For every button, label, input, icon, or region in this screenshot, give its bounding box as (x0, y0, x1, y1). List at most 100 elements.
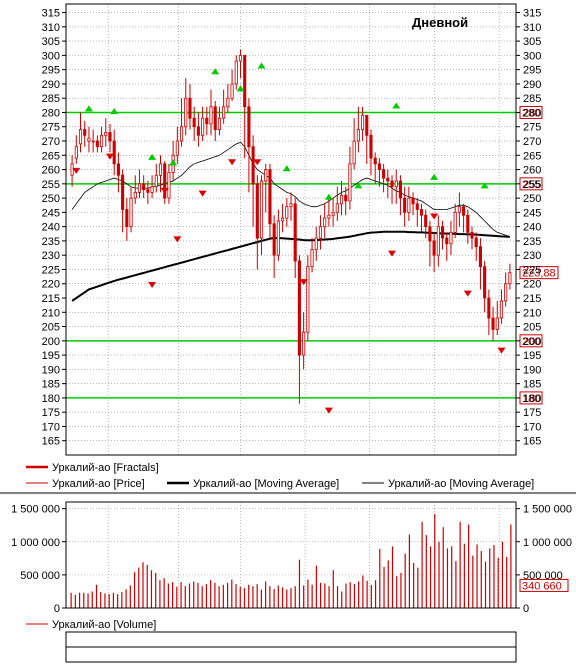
fractal-down-marker (324, 407, 333, 414)
legend-ma-long-label: Уркалий-ао [Moving Average] (193, 478, 339, 490)
candle-body (247, 106, 251, 148)
price-tick-label-right: 170 (523, 421, 541, 433)
candle-body (403, 197, 407, 213)
candle-body (436, 226, 440, 256)
fractal-down-marker (173, 236, 182, 243)
candle-body (331, 211, 335, 216)
candle-body (508, 272, 512, 285)
moving-average-layer (71, 141, 511, 302)
candle-body (243, 54, 247, 108)
volume-tick-label-right: 500 000 (523, 570, 563, 582)
candle-body (217, 117, 221, 130)
candle-body (276, 220, 280, 256)
fractal-up-marker (480, 182, 489, 189)
candle-body (158, 163, 163, 176)
volume-tick-label-right: 0 (523, 603, 529, 615)
candle-body (70, 163, 74, 176)
price-tick-label-left: 250 (42, 193, 60, 205)
legend-volume-panel: Уркалий-ао [Volume] (26, 619, 156, 631)
candle-body (129, 197, 133, 228)
candle-body (74, 146, 78, 159)
price-tick-label-right: 220 (523, 279, 541, 291)
price-tick-label-left: 205 (42, 322, 60, 334)
price-tick-label-right: 265 (523, 150, 541, 162)
candle-body (302, 331, 306, 356)
price-tick-label-right: 290 (523, 79, 541, 91)
fractal-down-marker (198, 190, 207, 197)
price-tick-label-right: 260 (523, 165, 541, 177)
candle-body (179, 126, 184, 142)
candle-body (167, 172, 171, 199)
fractal-down-marker (430, 213, 439, 220)
price-tick-label-left: 175 (42, 407, 60, 419)
volume-tick-label-right: 1 000 000 (523, 537, 572, 549)
price-tick-label-right: 200 (523, 336, 541, 348)
candle-body (251, 146, 255, 185)
candle-body (491, 317, 495, 330)
candle-body (91, 140, 95, 143)
candle-body (466, 214, 470, 233)
candle-body (163, 163, 167, 199)
volume-tick-label-left: 1 500 000 (11, 504, 60, 516)
price-tick-label-left: 260 (42, 165, 60, 177)
candle-body (78, 129, 83, 145)
candle-body (470, 231, 474, 239)
price-tick-label-right: 205 (523, 322, 541, 334)
candle-body (419, 209, 424, 216)
price-tick-label-right: 210 (523, 307, 541, 319)
candle-body (428, 226, 432, 242)
candle-body (398, 180, 403, 199)
candle-body (314, 237, 318, 250)
price-panel-frame (65, 3, 517, 456)
price-tick-label-right: 310 (523, 22, 541, 34)
level-label: 255 (522, 179, 540, 191)
candle-body (432, 240, 436, 256)
candle-body (255, 183, 259, 239)
candle-body (424, 214, 428, 228)
candle-body (453, 211, 457, 233)
candle-body (361, 114, 365, 130)
price-tick-label-left: 310 (42, 22, 60, 34)
candle-body (369, 134, 373, 159)
candle-body (483, 266, 487, 299)
price-tick-label-left: 180 (42, 393, 60, 405)
moving-average-short-line (71, 141, 511, 237)
price-tick-label-left: 305 (42, 36, 60, 48)
candle-body (445, 237, 449, 245)
grid-layer (66, 4, 516, 662)
level-label: 180 (522, 393, 540, 405)
price-tick-label-left: 245 (42, 207, 60, 219)
legend-ma-short-label: Уркалий-ао [Moving Average] (388, 478, 534, 490)
candle-body (108, 132, 112, 142)
candle-body (150, 186, 154, 193)
candle-body (457, 206, 461, 213)
candle-body (104, 132, 108, 136)
candle-body (201, 117, 205, 136)
price-tick-label-left: 315 (42, 8, 60, 20)
price-tick-label-left: 235 (42, 236, 60, 248)
candle-body (209, 106, 213, 125)
legend-price-panel: Уркалий-ао [Fractals] Уркалий-ао [Price]… (26, 462, 534, 490)
fractal-up-marker (324, 193, 333, 200)
candle-body (335, 203, 339, 213)
candle-body (222, 106, 226, 119)
candle-body (146, 189, 150, 193)
price-tick-label-right: 175 (523, 407, 541, 419)
price-tick-label-right: 180 (523, 393, 541, 405)
fractal-up-marker (257, 62, 266, 69)
price-tick-label-right: 215 (523, 293, 541, 305)
price-tick-label-right: 270 (523, 136, 541, 148)
price-tick-label-left: 210 (42, 307, 60, 319)
candle-body (339, 194, 344, 205)
volume-tick-label-left: 1 000 000 (11, 537, 60, 549)
legend-price-label: Уркалий-ао [Price] (52, 478, 145, 490)
candle-body (175, 140, 179, 156)
candle-body (449, 231, 453, 245)
fractal-up-marker (211, 68, 220, 75)
candle-body (238, 54, 243, 62)
fractal-down-marker (299, 279, 308, 286)
volume-panel-frame (65, 501, 517, 609)
candle-body (504, 283, 508, 302)
candle-body (356, 129, 360, 142)
